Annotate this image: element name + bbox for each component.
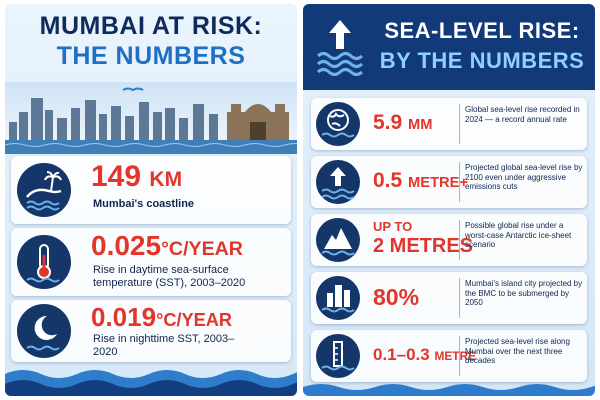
stat-value: 0.025°C/YEAR — [91, 230, 243, 262]
unit: °C/YEAR — [161, 238, 243, 260]
value: 0.1–0.3 — [373, 345, 430, 364]
stat-row: 80% Mumbai's island city projected by th… — [311, 272, 587, 324]
header — [303, 4, 595, 90]
stat-row: 0.1–0.3 METRE Projected sea-level rise a… — [311, 330, 587, 382]
value: 149 — [91, 160, 142, 193]
stat-card: 149 KM Mumbai's coastline — [11, 156, 291, 224]
stat-prefix: UP TO — [373, 219, 413, 234]
divider — [459, 336, 460, 376]
skyline-image — [5, 82, 297, 154]
stat-card: 0.019°C/YEAR Rise in nighttime SST, 2003… — [11, 300, 291, 362]
ice-icon — [316, 218, 360, 262]
stat-description: Rise in nighttime SST, 2003–2020 — [93, 333, 235, 359]
right-title-line2: BY THE NUMBERS — [379, 48, 585, 73]
value: 0.025 — [91, 230, 162, 261]
stat-row: UP TO 2 METRES Possible global rise unde… — [311, 214, 587, 266]
city-icon — [316, 276, 360, 320]
stat-description: Possible global rise under a worst-case … — [465, 221, 572, 250]
value: 5.9 — [373, 111, 403, 134]
right-title-line1: SEA-LEVEL RISE: — [384, 18, 580, 43]
unit: MM — [408, 117, 433, 133]
unit: °C/YEAR — [156, 310, 233, 330]
waves — [303, 384, 595, 396]
stat-description: Mumbai's coastline — [93, 198, 195, 210]
rise-icon — [316, 20, 364, 76]
stat-value: 0.019°C/YEAR — [91, 302, 232, 333]
stat-value: 2 METRES — [373, 235, 474, 257]
unit: KM — [149, 168, 183, 191]
left-panel: MUMBAI AT RISK: THE NUMBERS 149 KM Mumba… — [5, 4, 297, 396]
divider — [459, 220, 460, 260]
value: 0.5 — [373, 169, 403, 192]
right-panel: SEA-LEVEL RISE: BY THE NUMBERS 5.9 MM Gl… — [303, 4, 595, 396]
stat-value: 5.9 MM — [373, 111, 433, 135]
gauge-icon — [316, 334, 360, 378]
stat-card: 0.025°C/YEAR Rise in daytime sea-surface… — [11, 228, 291, 296]
moon-icon — [17, 304, 71, 358]
divider — [459, 278, 460, 318]
stat-value: 80% — [373, 284, 420, 310]
divider — [459, 162, 460, 202]
arrow-icon — [316, 160, 360, 204]
unit: METRE+ — [408, 175, 469, 191]
thermometer-icon — [17, 235, 71, 289]
waves — [5, 370, 297, 396]
stat-value: 149 KM — [91, 160, 182, 194]
stat-row: 0.5 METRE+ Projected global sea-level ri… — [311, 156, 587, 208]
coast-icon — [17, 163, 71, 217]
left-title-line2: THE NUMBERS — [56, 42, 246, 70]
value: 0.019 — [91, 302, 157, 332]
stat-description: Projected global sea-level rise by 2100 … — [465, 163, 583, 192]
stat-description: Mumbai's island city projected by the BM… — [465, 279, 583, 308]
stat-value: 0.5 METRE+ — [373, 169, 468, 193]
stat-description: Rise in daytime sea-surface temperature … — [93, 264, 246, 290]
stat-row: 5.9 MM Global sea-level rise recorded in… — [311, 98, 587, 150]
stat-description: Global sea-level rise recorded in 2024 —… — [465, 105, 580, 124]
unit: METRE — [434, 349, 477, 363]
stat-description: Projected sea-level rise along Mumbai ov… — [465, 337, 570, 366]
divider — [459, 104, 460, 144]
globe-icon — [316, 102, 360, 146]
left-title-line1: MUMBAI AT RISK: — [39, 12, 263, 40]
stat-value: 0.1–0.3 METRE — [373, 345, 476, 365]
